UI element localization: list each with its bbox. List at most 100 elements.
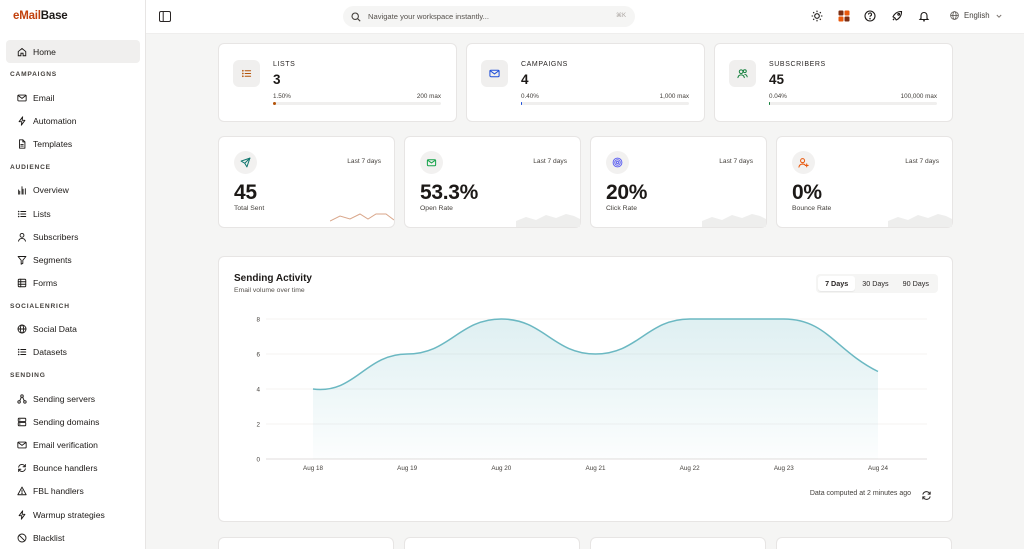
metric-card-open-rate[interactable]: Last 7 days 53.3% Open Rate	[404, 136, 581, 228]
sending-activity-chart: 0 2 4 6 8 Aug 18 Aug 19 Aug 20 Aug 21 Aug 22 Aug 2…	[256, 317, 927, 472]
range-7-days-button[interactable]: 7 Days	[818, 276, 856, 291]
stat-label: SUBSCRIBERS	[769, 61, 826, 68]
usage-bar-fill	[521, 102, 522, 105]
sun-icon[interactable]	[811, 10, 823, 22]
mail-icon	[481, 60, 508, 87]
bottom-card	[590, 537, 766, 549]
stat-card-campaigns[interactable]: CAMPAIGNS 4 0.40% 1,000 max	[466, 43, 705, 122]
area-fill	[313, 319, 878, 459]
metric-period: Last 7 days	[533, 158, 567, 165]
sidebar-nav: Home CAMPAIGNS Email Automation Templates AU…	[0, 40, 146, 549]
apps-logo-icon[interactable]	[838, 10, 850, 22]
stat-max: 100,000 max	[900, 93, 937, 100]
sidebar-item-blacklist[interactable]: Blacklist	[6, 526, 140, 549]
x-tick-label: Aug 24	[868, 465, 888, 472]
y-tick-label: 2	[256, 422, 260, 429]
date-range-toggle: 7 Days 30 Days 90 Days	[816, 274, 938, 293]
form-icon	[16, 278, 27, 289]
sidebar-section-title: CAMPAIGNS	[10, 71, 58, 79]
alert-triangle-icon	[16, 486, 27, 497]
range-30-days-button[interactable]: 30 Days	[862, 279, 889, 288]
sidebar-item-forms[interactable]: Forms	[6, 272, 140, 295]
metric-label: Click Rate	[606, 205, 637, 212]
top-bar: Navigate your workspace instantly... ⌘K …	[146, 0, 1024, 34]
sparkline	[888, 214, 952, 227]
sidebar-item-label: FBL handlers	[33, 486, 84, 497]
bell-icon[interactable]	[918, 10, 930, 22]
sidebar-toggle-icon[interactable]	[159, 11, 171, 22]
globe-icon	[950, 11, 959, 20]
metric-card-bounce-rate[interactable]: Last 7 days 0% Bounce Rate	[776, 136, 953, 228]
sidebar-item-lists[interactable]: Lists	[6, 202, 140, 225]
sidebar-item-datasets[interactable]: Datasets	[6, 341, 140, 364]
language-selector[interactable]: English	[950, 11, 1008, 20]
sidebar-item-bounce-handlers[interactable]: Bounce handlers	[6, 457, 140, 480]
computed-timestamp: Data computed at 2 minutes ago	[809, 490, 911, 497]
sidebar-item-label: Forms	[33, 278, 58, 289]
sidebar-item-sending-domains[interactable]: Sending domains	[6, 410, 140, 433]
help-icon[interactable]	[864, 10, 876, 22]
users-icon	[729, 60, 756, 87]
x-tick-label: Aug 23	[774, 465, 794, 472]
sidebar-item-social-data[interactable]: Social Data	[6, 318, 140, 341]
list-icon	[16, 208, 27, 219]
metric-label: Open Rate	[420, 205, 453, 212]
sidebar-section-title: SOCIALENRICH	[10, 302, 70, 310]
x-tick-label: Aug 20	[491, 465, 511, 472]
sidebar-item-label: Overview	[33, 185, 69, 196]
sidebar-item-email-verification[interactable]: Email verification	[6, 433, 140, 456]
user-plus-icon	[792, 151, 815, 174]
search-shortcut: ⌘K	[615, 13, 626, 19]
send-icon	[234, 151, 257, 174]
x-tick-label: Aug 22	[680, 465, 700, 472]
sidebar-item-templates[interactable]: Templates	[6, 133, 140, 156]
sidebar-item-label: Bounce handlers	[33, 463, 98, 474]
sparkline	[702, 214, 766, 227]
bottom-card	[404, 537, 580, 549]
sidebar-item-label: Subscribers	[33, 231, 79, 242]
sidebar-item-label: Datasets	[33, 347, 67, 358]
metric-card-click-rate[interactable]: Last 7 days 20% Click Rate	[590, 136, 767, 228]
sidebar-item-automation[interactable]: Automation	[6, 109, 140, 132]
x-tick-label: Aug 18	[303, 465, 323, 472]
brand-logo-part2: Base	[40, 10, 68, 22]
sidebar-item-sending-servers[interactable]: Sending servers	[6, 387, 140, 410]
list-icon	[233, 60, 260, 87]
metric-period: Last 7 days	[905, 158, 939, 165]
sidebar-section-title: SENDING	[10, 372, 46, 380]
sidebar-item-warmup-strategies[interactable]: Warmup strategies	[6, 503, 140, 526]
search-placeholder: Navigate your workspace instantly...	[368, 12, 489, 21]
mail-icon	[16, 92, 27, 103]
metric-label: Total Sent	[234, 205, 265, 212]
brand-logo[interactable]: eMailBase	[13, 10, 68, 22]
range-90-days-button[interactable]: 90 Days	[902, 279, 929, 288]
language-label: English	[964, 11, 990, 20]
metric-value: 20%	[606, 181, 648, 204]
zap-icon	[16, 509, 27, 520]
search-icon	[351, 11, 361, 22]
sidebar-item-home[interactable]: Home	[6, 40, 140, 64]
sidebar-item-segments[interactable]: Segments	[6, 248, 140, 271]
sidebar-item-label: Segments	[33, 254, 72, 265]
metric-card-total-sent[interactable]: Last 7 days 45 Total Sent	[218, 136, 395, 228]
refresh-icon[interactable]	[921, 490, 932, 501]
search-bar[interactable]: Navigate your workspace instantly... ⌘K	[343, 6, 635, 27]
y-tick-label: 4	[256, 387, 260, 394]
sidebar-item-label: Warmup strategies	[33, 509, 105, 520]
metric-value: 53.3%	[420, 181, 479, 204]
stat-card-lists[interactable]: LISTS 3 1.50% 200 max	[218, 43, 457, 122]
sidebar-item-email[interactable]: Email	[6, 86, 140, 109]
stat-max: 200 max	[416, 93, 441, 100]
list-icon	[16, 347, 27, 358]
sidebar-item-subscribers[interactable]: Subscribers	[6, 225, 140, 248]
stat-value: 45	[769, 72, 785, 87]
sidebar-item-label: Blacklist	[33, 532, 65, 543]
sidebar-item-fbl-handlers[interactable]: FBL handlers	[6, 480, 140, 503]
series-line	[312, 318, 879, 391]
stat-max: 1,000 max	[659, 93, 689, 100]
rocket-icon[interactable]	[891, 10, 903, 22]
bar-chart-icon	[16, 185, 27, 196]
sidebar-item-overview[interactable]: Overview	[6, 179, 140, 202]
stat-card-subscribers[interactable]: SUBSCRIBERS 45 0.04% 100,000 max	[714, 43, 953, 122]
user-icon	[16, 231, 27, 242]
